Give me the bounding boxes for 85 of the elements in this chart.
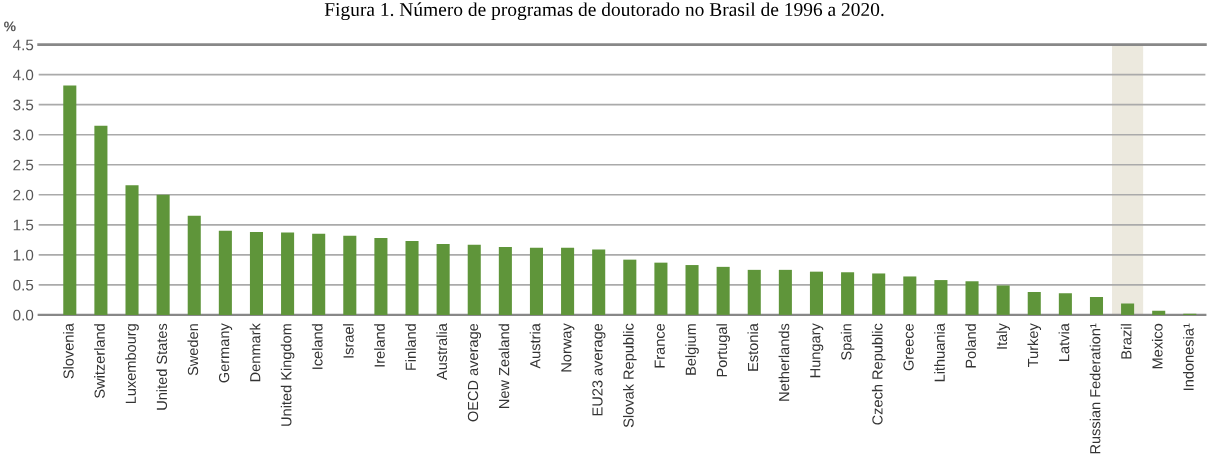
x-tick-label: Luxembourg bbox=[125, 324, 139, 404]
bar bbox=[1058, 293, 1072, 315]
x-tick-label: Turkey bbox=[1027, 323, 1042, 367]
bar bbox=[218, 230, 232, 315]
x-tick-label: Norway bbox=[561, 323, 575, 372]
bar bbox=[529, 247, 544, 315]
x-tick-label: Brazil bbox=[1120, 324, 1132, 359]
y-tick-label: 1.0 bbox=[13, 249, 34, 261]
bar bbox=[436, 244, 450, 315]
bar bbox=[965, 281, 979, 315]
bar bbox=[1027, 292, 1041, 315]
x-tick-label: Portugal bbox=[716, 324, 730, 377]
bar bbox=[374, 238, 388, 315]
y-tick-label: 3.0 bbox=[13, 129, 34, 141]
bar bbox=[654, 262, 668, 315]
bar bbox=[312, 233, 326, 315]
x-tick-label: Netherlands bbox=[778, 323, 790, 401]
x-tick-label: Iceland bbox=[311, 324, 323, 369]
x-tick-label: Israel bbox=[343, 324, 354, 358]
x-tick-label: Australia bbox=[436, 323, 448, 380]
y-axis-title: % bbox=[4, 21, 16, 32]
bar bbox=[1152, 310, 1166, 315]
x-tick-label: Denmark bbox=[249, 323, 261, 382]
bar bbox=[809, 271, 824, 315]
bar bbox=[716, 266, 730, 315]
y-tick-label: 4.5 bbox=[12, 39, 34, 51]
y-tick-label: 3.5 bbox=[13, 99, 34, 111]
bar bbox=[623, 259, 637, 315]
bar bbox=[996, 285, 1010, 315]
bar bbox=[125, 185, 139, 315]
x-tick-label: Hungary bbox=[810, 323, 824, 378]
x-tick-label: OECD average bbox=[467, 323, 482, 422]
x-tick-label: Poland bbox=[965, 324, 976, 368]
y-tick-label: 0.5 bbox=[13, 279, 34, 291]
bar bbox=[281, 232, 295, 315]
x-tick-label: Switzerland bbox=[94, 324, 105, 398]
x-tick-label: France bbox=[654, 323, 665, 368]
bar bbox=[872, 273, 886, 315]
x-tick-label: Czech Republic bbox=[871, 323, 886, 425]
bar bbox=[1121, 303, 1135, 315]
y-tick-label: 2.0 bbox=[13, 189, 34, 201]
bar bbox=[343, 235, 357, 315]
y-tick-label: 0.0 bbox=[13, 309, 34, 321]
x-tick-label: United Kingdom bbox=[280, 324, 295, 426]
bar bbox=[934, 280, 948, 315]
x-tick-label: Russian Federation¹ bbox=[1089, 323, 1101, 454]
bar bbox=[63, 85, 77, 315]
x-tick-label: Austria bbox=[529, 323, 541, 369]
bar bbox=[498, 247, 512, 315]
x-tick-label: Belgium bbox=[685, 324, 699, 375]
bar bbox=[249, 232, 263, 315]
y-tick-label: 2.5 bbox=[13, 159, 34, 171]
x-tick-label: Ireland bbox=[374, 324, 385, 367]
x-tick-label: Greece bbox=[903, 323, 914, 371]
x-tick-label: Sweden bbox=[187, 324, 199, 376]
bar bbox=[405, 241, 419, 315]
x-tick-label: Latvia bbox=[1058, 323, 1070, 361]
bar bbox=[187, 215, 201, 315]
x-tick-label: Indonesia¹ bbox=[1183, 323, 1194, 390]
bar bbox=[778, 269, 792, 315]
y-tick-label: 4.0 bbox=[12, 69, 34, 81]
bar bbox=[467, 244, 481, 315]
bar bbox=[747, 269, 761, 315]
y-tick-label: 1.5 bbox=[13, 219, 34, 231]
x-tick-label: Italy bbox=[996, 323, 1010, 349]
x-tick-label: Slovenia bbox=[63, 323, 74, 379]
bar bbox=[1089, 296, 1104, 315]
x-tick-label: Finland bbox=[405, 324, 416, 370]
bar bbox=[561, 247, 575, 315]
x-tick-label: Slovak Republic bbox=[623, 323, 637, 428]
bar bbox=[156, 194, 170, 315]
bar bbox=[903, 276, 917, 315]
x-tick-label: Germany bbox=[218, 323, 233, 383]
bar bbox=[685, 265, 699, 315]
x-tick-label: United States bbox=[156, 323, 168, 410]
x-tick-label: EU23 average bbox=[592, 323, 606, 416]
x-tick-label: Mexico bbox=[1151, 323, 1163, 369]
x-tick-label: Lithuania bbox=[934, 323, 945, 382]
bar bbox=[94, 125, 108, 315]
chart-title: Figura 1. Número de programas de doutorado no Brasil de 1996 a 2020. bbox=[324, 2, 884, 21]
x-tick-label: Spain bbox=[840, 324, 855, 360]
bar bbox=[841, 272, 855, 315]
bar bbox=[592, 249, 606, 315]
x-tick-label: New Zealand bbox=[498, 324, 510, 408]
x-tick-label: Estonia bbox=[747, 323, 759, 371]
